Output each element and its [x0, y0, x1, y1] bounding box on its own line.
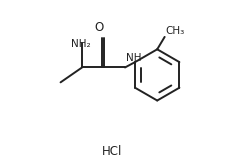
- Text: NH: NH: [126, 53, 141, 63]
- Text: HCl: HCl: [102, 145, 122, 158]
- Text: NH₂: NH₂: [70, 39, 90, 49]
- Text: CH₃: CH₃: [166, 26, 185, 36]
- Text: O: O: [95, 21, 104, 34]
